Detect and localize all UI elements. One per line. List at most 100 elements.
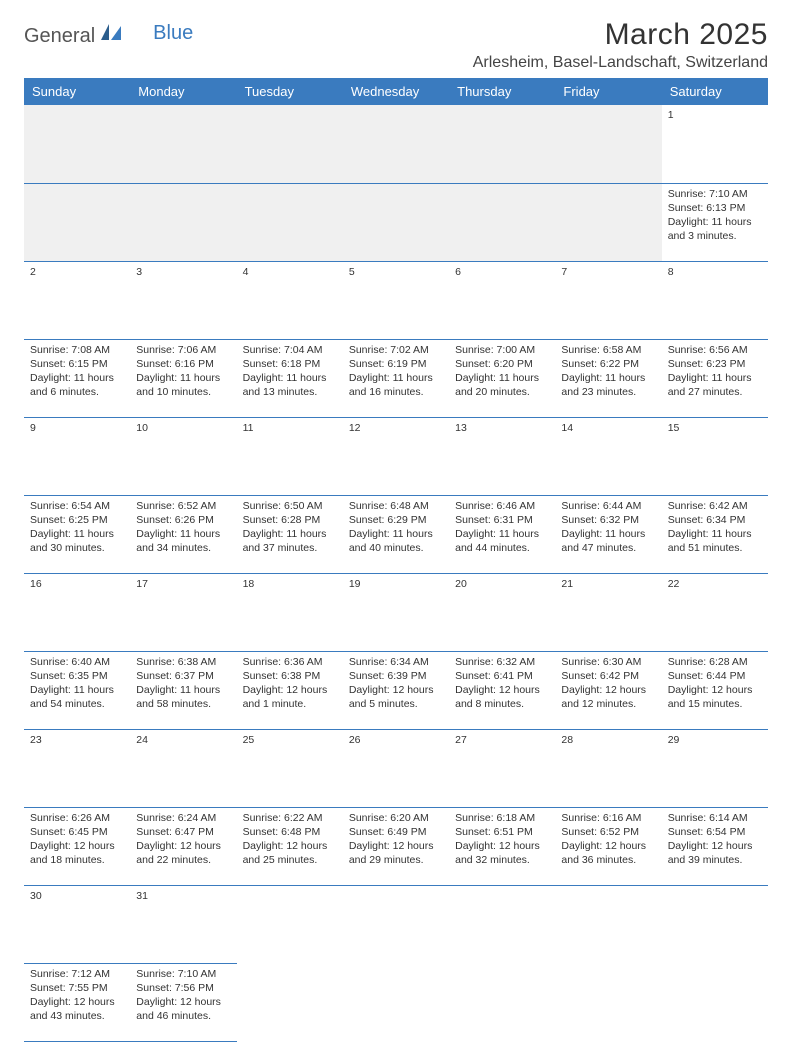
sunrise-text: Sunrise: 6:46 AM bbox=[455, 499, 549, 513]
day-cell: Sunrise: 6:14 AMSunset: 6:54 PMDaylight:… bbox=[662, 807, 768, 885]
logo-text-general: General bbox=[24, 25, 95, 48]
daylight-text: Daylight: 11 hours and 27 minutes. bbox=[668, 371, 762, 399]
sunset-text: Sunset: 6:20 PM bbox=[455, 357, 549, 371]
day-cell bbox=[449, 183, 555, 261]
daynum-row: 1 bbox=[24, 105, 768, 183]
day-number-cell: 25 bbox=[237, 729, 343, 807]
sunrise-text: Sunrise: 7:04 AM bbox=[243, 343, 337, 357]
daynum-row: 2345678 bbox=[24, 261, 768, 339]
week-row: Sunrise: 6:26 AMSunset: 6:45 PMDaylight:… bbox=[24, 807, 768, 885]
sunset-text: Sunset: 6:19 PM bbox=[349, 357, 443, 371]
daylight-text: Daylight: 11 hours and 16 minutes. bbox=[349, 371, 443, 399]
day-number-cell bbox=[237, 105, 343, 183]
sunrise-text: Sunrise: 6:38 AM bbox=[136, 655, 230, 669]
sunset-text: Sunset: 7:56 PM bbox=[136, 981, 230, 995]
daylight-text: Daylight: 11 hours and 13 minutes. bbox=[243, 371, 337, 399]
sunrise-text: Sunrise: 6:54 AM bbox=[30, 499, 124, 513]
daylight-text: Daylight: 11 hours and 10 minutes. bbox=[136, 371, 230, 399]
daylight-text: Daylight: 12 hours and 32 minutes. bbox=[455, 839, 549, 867]
sunset-text: Sunset: 6:42 PM bbox=[561, 669, 655, 683]
day-number-cell: 15 bbox=[662, 417, 768, 495]
sunset-text: Sunset: 6:52 PM bbox=[561, 825, 655, 839]
day-cell: Sunrise: 6:38 AMSunset: 6:37 PMDaylight:… bbox=[130, 651, 236, 729]
sunrise-text: Sunrise: 6:36 AM bbox=[243, 655, 337, 669]
sunset-text: Sunset: 6:45 PM bbox=[30, 825, 124, 839]
daylight-text: Daylight: 12 hours and 5 minutes. bbox=[349, 683, 443, 711]
day-cell: Sunrise: 6:40 AMSunset: 6:35 PMDaylight:… bbox=[24, 651, 130, 729]
day-number-cell: 10 bbox=[130, 417, 236, 495]
daylight-text: Daylight: 12 hours and 43 minutes. bbox=[30, 995, 124, 1023]
sunset-text: Sunset: 6:41 PM bbox=[455, 669, 549, 683]
sunset-text: Sunset: 6:26 PM bbox=[136, 513, 230, 527]
daylight-text: Daylight: 12 hours and 39 minutes. bbox=[668, 839, 762, 867]
daylight-text: Daylight: 12 hours and 18 minutes. bbox=[30, 839, 124, 867]
day-cell: Sunrise: 6:44 AMSunset: 6:32 PMDaylight:… bbox=[555, 495, 661, 573]
day-cell: Sunrise: 6:20 AMSunset: 6:49 PMDaylight:… bbox=[343, 807, 449, 885]
header: General Blue March 2025 Arlesheim, Basel… bbox=[24, 18, 768, 72]
day-cell: Sunrise: 7:00 AMSunset: 6:20 PMDaylight:… bbox=[449, 339, 555, 417]
day-number-cell: 16 bbox=[24, 573, 130, 651]
day-cell: Sunrise: 7:04 AMSunset: 6:18 PMDaylight:… bbox=[237, 339, 343, 417]
calendar-table: Sunday Monday Tuesday Wednesday Thursday… bbox=[24, 78, 768, 1042]
daylight-text: Daylight: 11 hours and 34 minutes. bbox=[136, 527, 230, 555]
sunset-text: Sunset: 6:39 PM bbox=[349, 669, 443, 683]
sunset-text: Sunset: 6:37 PM bbox=[136, 669, 230, 683]
sunrise-text: Sunrise: 6:34 AM bbox=[349, 655, 443, 669]
sunset-text: Sunset: 6:13 PM bbox=[668, 201, 762, 215]
day-number-cell: 21 bbox=[555, 573, 661, 651]
sunrise-text: Sunrise: 7:10 AM bbox=[136, 967, 230, 981]
sunrise-text: Sunrise: 6:48 AM bbox=[349, 499, 443, 513]
daynum-row: 3031 bbox=[24, 885, 768, 963]
daylight-text: Daylight: 12 hours and 36 minutes. bbox=[561, 839, 655, 867]
sunrise-text: Sunrise: 7:10 AM bbox=[668, 187, 762, 201]
daylight-text: Daylight: 12 hours and 1 minute. bbox=[243, 683, 337, 711]
day-cell bbox=[24, 183, 130, 261]
sunrise-text: Sunrise: 6:14 AM bbox=[668, 811, 762, 825]
daylight-text: Daylight: 11 hours and 58 minutes. bbox=[136, 683, 230, 711]
sunset-text: Sunset: 6:18 PM bbox=[243, 357, 337, 371]
logo-text-blue: Blue bbox=[153, 22, 193, 45]
sunrise-text: Sunrise: 7:02 AM bbox=[349, 343, 443, 357]
location-text: Arlesheim, Basel-Landschaft, Switzerland bbox=[473, 54, 768, 72]
day-number-cell bbox=[449, 885, 555, 963]
logo: General Blue bbox=[24, 24, 193, 48]
sunrise-text: Sunrise: 6:32 AM bbox=[455, 655, 549, 669]
daylight-text: Daylight: 11 hours and 23 minutes. bbox=[561, 371, 655, 399]
daylight-text: Daylight: 12 hours and 46 minutes. bbox=[136, 995, 230, 1023]
day-number-cell: 20 bbox=[449, 573, 555, 651]
day-cell: Sunrise: 6:36 AMSunset: 6:38 PMDaylight:… bbox=[237, 651, 343, 729]
daylight-text: Daylight: 11 hours and 51 minutes. bbox=[668, 527, 762, 555]
sunrise-text: Sunrise: 6:58 AM bbox=[561, 343, 655, 357]
daylight-text: Daylight: 11 hours and 30 minutes. bbox=[30, 527, 124, 555]
sunrise-text: Sunrise: 6:26 AM bbox=[30, 811, 124, 825]
daylight-text: Daylight: 12 hours and 22 minutes. bbox=[136, 839, 230, 867]
daylight-text: Daylight: 12 hours and 8 minutes. bbox=[455, 683, 549, 711]
day-cell: Sunrise: 6:48 AMSunset: 6:29 PMDaylight:… bbox=[343, 495, 449, 573]
weekday-header-row: Sunday Monday Tuesday Wednesday Thursday… bbox=[24, 78, 768, 105]
day-cell: Sunrise: 7:08 AMSunset: 6:15 PMDaylight:… bbox=[24, 339, 130, 417]
sunset-text: Sunset: 6:16 PM bbox=[136, 357, 230, 371]
weekday-header: Saturday bbox=[662, 78, 768, 105]
sunrise-text: Sunrise: 6:42 AM bbox=[668, 499, 762, 513]
day-cell bbox=[130, 183, 236, 261]
day-cell bbox=[555, 963, 661, 1041]
day-number-cell: 29 bbox=[662, 729, 768, 807]
sunset-text: Sunset: 6:31 PM bbox=[455, 513, 549, 527]
day-number-cell: 13 bbox=[449, 417, 555, 495]
day-number-cell: 24 bbox=[130, 729, 236, 807]
sunrise-text: Sunrise: 7:06 AM bbox=[136, 343, 230, 357]
day-number-cell bbox=[237, 885, 343, 963]
day-cell: Sunrise: 6:18 AMSunset: 6:51 PMDaylight:… bbox=[449, 807, 555, 885]
daylight-text: Daylight: 12 hours and 15 minutes. bbox=[668, 683, 762, 711]
day-number-cell: 3 bbox=[130, 261, 236, 339]
week-row: Sunrise: 7:12 AMSunset: 7:55 PMDaylight:… bbox=[24, 963, 768, 1041]
sunrise-text: Sunrise: 6:20 AM bbox=[349, 811, 443, 825]
day-number-cell: 12 bbox=[343, 417, 449, 495]
day-number-cell: 7 bbox=[555, 261, 661, 339]
sunset-text: Sunset: 7:55 PM bbox=[30, 981, 124, 995]
sunset-text: Sunset: 6:48 PM bbox=[243, 825, 337, 839]
day-number-cell: 30 bbox=[24, 885, 130, 963]
day-cell bbox=[237, 963, 343, 1041]
day-number-cell bbox=[24, 105, 130, 183]
sunrise-text: Sunrise: 6:24 AM bbox=[136, 811, 230, 825]
